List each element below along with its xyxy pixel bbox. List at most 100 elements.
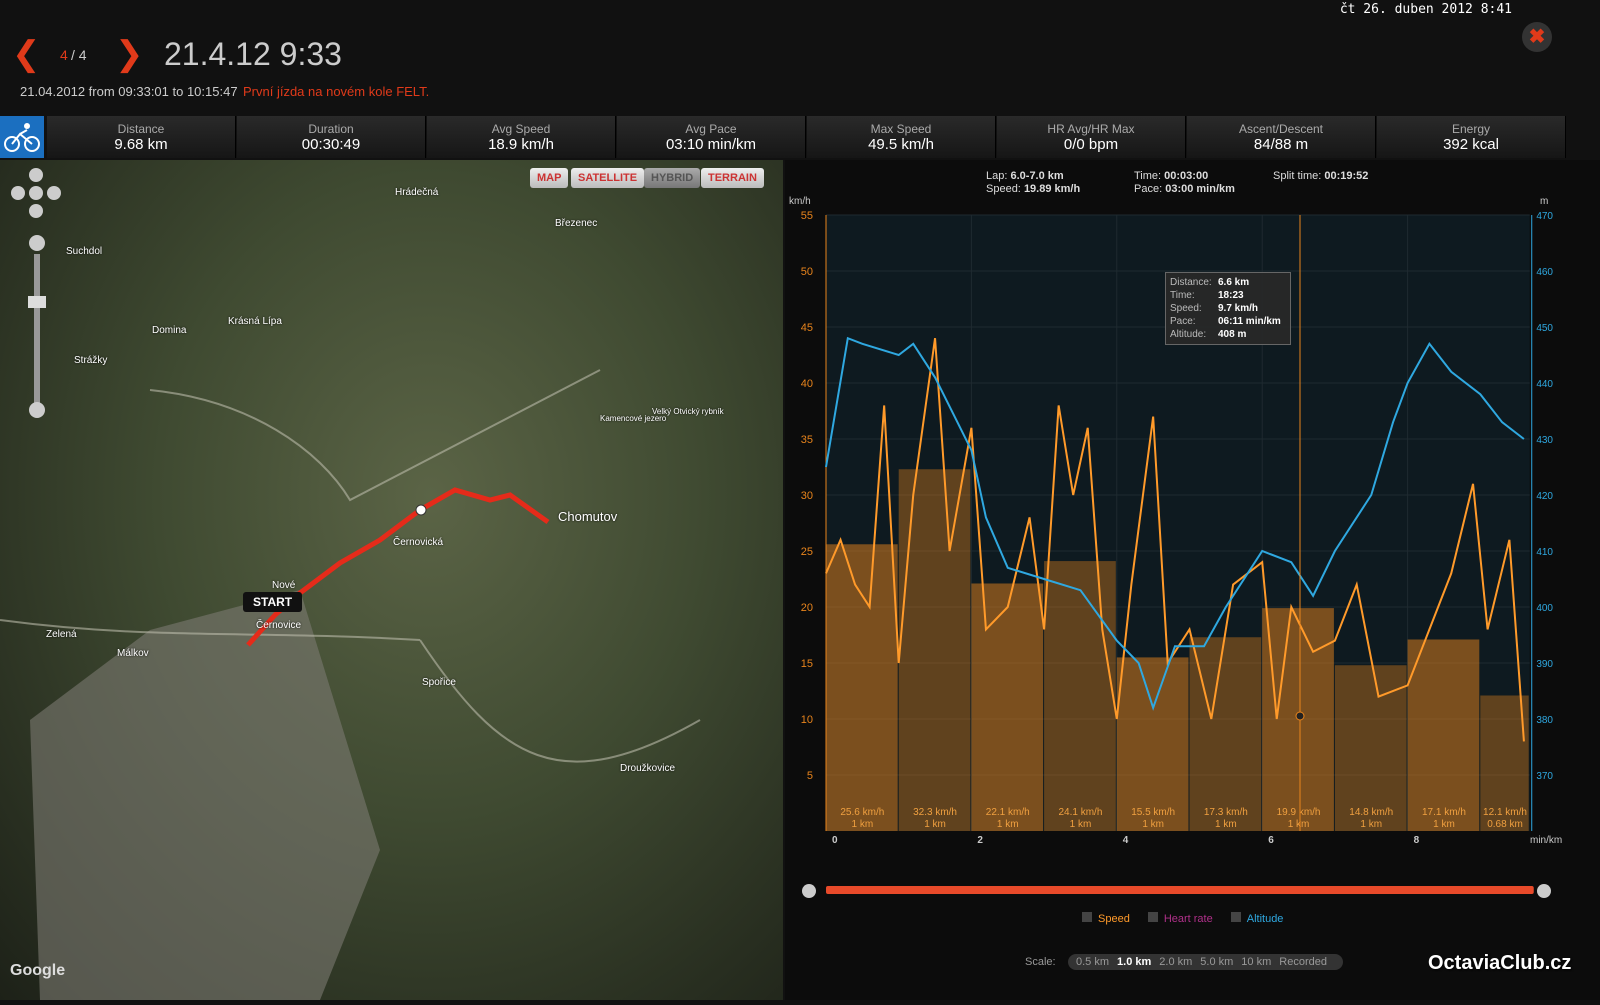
zoom (28, 235, 46, 418)
stat: Distance 9.68 km (47, 116, 236, 158)
place-label: Chomutov (558, 509, 618, 524)
zoom-control[interactable] (26, 232, 48, 422)
series-line (825, 338, 1525, 742)
lap-bar (1189, 637, 1262, 831)
lap-bar (826, 544, 898, 831)
y-tick-label: 35 (801, 434, 813, 446)
stat: HR Avg/HR Max 0/0 bpm (997, 116, 1186, 158)
tooltip: Distance: 6.6 km Time: 18:23 Speed: 9.7 km/h P… (1165, 272, 1291, 345)
stat-label: Duration (308, 122, 354, 136)
lap-distance-label: 1 km (924, 819, 946, 830)
tooltip-row: Distance: 6.6 km (1170, 276, 1286, 289)
scale-option[interactable]: 2.0 km (1159, 956, 1193, 968)
value: 00:19:52 (1324, 170, 1369, 182)
label: Split time: (1273, 170, 1322, 182)
stat: Max Speed 49.5 km/h (807, 116, 996, 158)
lap-distance-label: 1 km (1215, 819, 1237, 830)
lap-value-label: 24.1 km/h (1058, 807, 1102, 818)
lap-distance-label: 1 km (852, 819, 874, 830)
place-label: Nové (272, 580, 296, 591)
scale-options: 0.5 km 1.0 km 2.0 km 5.0 km 10 km Recorded (1068, 954, 1343, 970)
stat-label: Max Speed (870, 122, 932, 136)
legend-label: Altitude (1246, 913, 1284, 925)
legend: Speed Heart rate Altitude (1082, 912, 1283, 925)
tooltip-label: Time: (1170, 290, 1195, 301)
lap-distance-label: 1 km (1288, 819, 1310, 830)
tooltip-row: Altitude: 408 m (1170, 328, 1286, 341)
tooltip-value: 18:23 (1218, 290, 1244, 301)
lap-bar (1480, 695, 1529, 831)
map-button[interactable]: TERRAIN (701, 168, 764, 188)
y2-tick-label: 370 (1536, 771, 1553, 782)
position (415, 504, 427, 516)
label: Time: (1134, 170, 1162, 182)
legend-label: Heart rate (1163, 913, 1213, 925)
stat-label: Avg Pace (685, 122, 737, 136)
x-tick-label: 4 (1123, 835, 1129, 846)
lap-value-label: 25.6 km/h (840, 807, 884, 818)
x-axis-label: min/km (1530, 835, 1562, 846)
lap-value-label: 19.9 km/h (1277, 807, 1321, 818)
lap-value-label: 15.5 km/h (1131, 807, 1175, 818)
lap-distance-label: 1 km (1070, 819, 1092, 830)
lap-bar (971, 583, 1044, 831)
scale-option[interactable]: 1.0 km (1117, 956, 1152, 968)
range-slider[interactable] (826, 886, 1534, 894)
y2-tick-label: 430 (1536, 435, 1553, 446)
y-axis-label: km/h (789, 196, 811, 207)
scale-option[interactable]: 10 km (1241, 956, 1272, 968)
lap-distance-label: 1 km (1142, 819, 1164, 830)
y-tick-label: 30 (801, 490, 813, 502)
lap-bar (1044, 561, 1116, 831)
tooltip-label: Speed: (1170, 303, 1202, 314)
y2-tick-label: 410 (1536, 547, 1553, 558)
stat-value: 03:10 min/km (665, 136, 757, 153)
tooltip-value: 408 m (1218, 329, 1247, 340)
y-tick-label: 40 (801, 378, 813, 390)
tooltip-row: Speed: 9.7 km/h (1170, 302, 1286, 315)
tooltip-value: 6.6 km (1218, 277, 1250, 288)
lap-bar (1116, 657, 1189, 831)
y-tick-label: 55 (801, 210, 813, 222)
lap-distance-label: 1 km (1433, 819, 1455, 830)
watermark: OctaviaClub.cz (1428, 952, 1572, 974)
legend-checkbox[interactable] (1082, 912, 1092, 922)
close[interactable]: ✖ (1522, 22, 1552, 52)
sport-icon (0, 116, 44, 158)
value: 00:03:00 (1164, 170, 1209, 182)
y-tick-label: 25 (801, 546, 813, 558)
zoom-in[interactable] (1537, 884, 1551, 898)
lap-value-label: 14.8 km/h (1349, 807, 1393, 818)
scale-option[interactable]: Recorded (1279, 956, 1327, 968)
y-tick-label: 20 (801, 602, 813, 614)
x-tick-label: 2 (977, 835, 983, 846)
y2-tick-label: 460 (1536, 267, 1553, 278)
scale-option[interactable]: 5.0 km (1200, 956, 1234, 968)
legend-checkbox[interactable] (1147, 912, 1158, 922)
map-overlay (0, 369, 701, 1000)
place-label: Droužkovice (620, 763, 676, 774)
google-logo: Google (10, 962, 66, 979)
value: 03:00 min/km (1165, 183, 1235, 195)
y-tick-label: 50 (801, 266, 813, 278)
map-button[interactable]: HYBRID (644, 168, 701, 188)
zoom-out[interactable] (802, 884, 816, 898)
lap-value-label: 12.1 km/h (1483, 807, 1527, 818)
scale-option[interactable]: 0.5 km (1076, 956, 1110, 968)
map-button[interactable]: MAP (530, 168, 569, 188)
place-label: Březenec (555, 218, 598, 229)
map-button[interactable]: SATELLITE (571, 168, 645, 188)
lap-distance-label: 0.68 km (1487, 819, 1523, 830)
cursor-dot (1295, 711, 1305, 721)
prev[interactable]: ❮ (12, 35, 41, 73)
legend-label: Speed (1098, 913, 1130, 925)
place-label: Krásná Lípa (228, 316, 282, 327)
stat-value: 49.5 km/h (868, 136, 934, 153)
page: 4 (60, 47, 68, 63)
next[interactable]: ❯ (115, 35, 144, 73)
series-line (825, 336, 1525, 711)
y2-tick-label: 420 (1536, 491, 1553, 502)
legend-checkbox[interactable] (1230, 912, 1241, 922)
pan-control[interactable] (8, 165, 64, 225)
place-label: Kamencové jezero (600, 414, 667, 423)
